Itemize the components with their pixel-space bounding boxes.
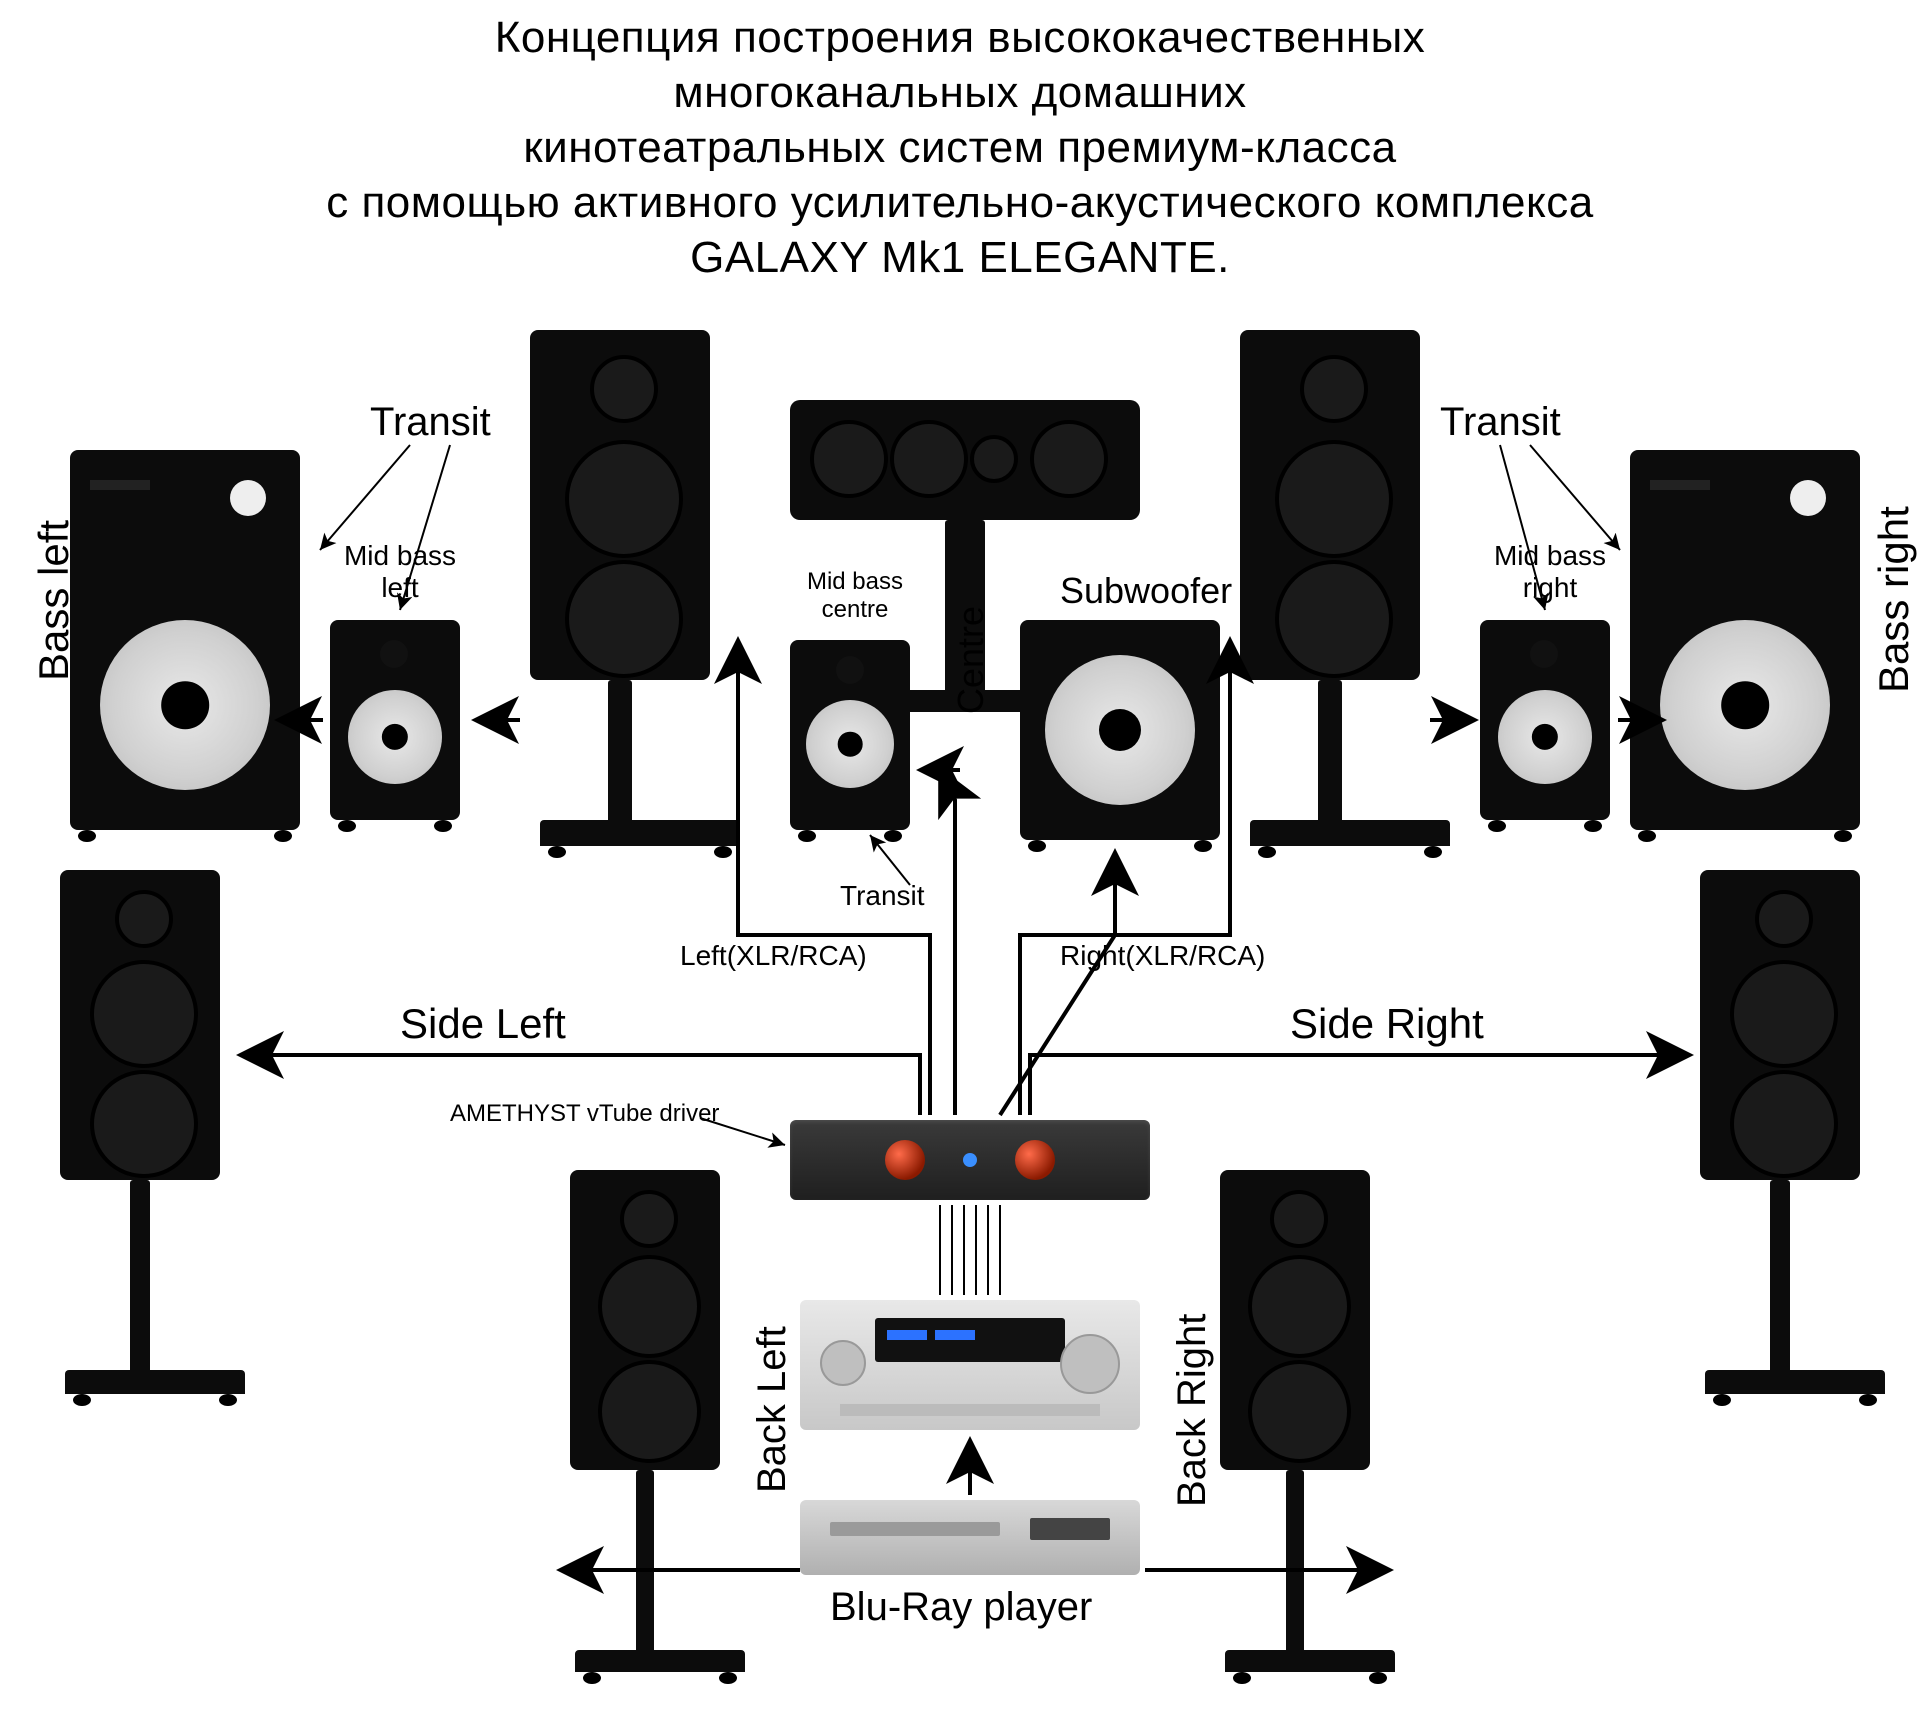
- midbass-centre-speaker: [790, 640, 910, 830]
- centre-label: Centre: [950, 570, 992, 750]
- bass-right-label: Bass right: [1870, 470, 1918, 730]
- amethyst-driver: [790, 1120, 1150, 1200]
- front-right-speaker: [1240, 330, 1420, 680]
- amethyst-label: AMETHYST vTube driver: [450, 1100, 719, 1128]
- midbass-left-speaker: [330, 620, 460, 820]
- title-line: с помощью активного усилительно-акустиче…: [0, 175, 1920, 230]
- bass-left-speaker: [70, 450, 300, 830]
- back-left-speaker: [570, 1170, 720, 1470]
- back-right-label: Back Right: [1170, 1280, 1215, 1540]
- av-receiver: [800, 1300, 1140, 1430]
- side-left-speaker: [60, 870, 220, 1180]
- centre-speaker: [790, 400, 1140, 520]
- transit-left-label: Transit: [370, 400, 491, 445]
- left-xlr-label: Left(XLR/RCA): [680, 940, 867, 972]
- title-line: кинотеатральных систем премиум-класса: [0, 120, 1920, 175]
- bluray-player: [800, 1500, 1140, 1575]
- side-right-label: Side Right: [1290, 1000, 1484, 1048]
- subwoofer-label: Subwoofer: [1060, 570, 1232, 612]
- side-left-label: Side Left: [400, 1000, 566, 1048]
- right-xlr-label: Right(XLR/RCA): [1060, 940, 1265, 972]
- title-line: GALAXY Mk1 ELEGANTE.: [0, 230, 1920, 285]
- midbass-left-label: Mid bass left: [320, 540, 480, 604]
- title-line: Концепция построения высококачественных: [0, 10, 1920, 65]
- subwoofer-speaker: [1020, 620, 1220, 840]
- side-right-speaker: [1700, 870, 1860, 1180]
- back-right-speaker: [1220, 1170, 1370, 1470]
- page-title: Концепция построения высококачественных …: [0, 10, 1920, 285]
- bass-left-label: Bass left: [30, 470, 78, 730]
- title-line: многоканальных домашних: [0, 65, 1920, 120]
- bluray-label: Blu-Ray player: [830, 1585, 1092, 1630]
- diagram-stage: Концепция построения высококачественных …: [0, 0, 1920, 1718]
- midbass-centre-label: Mid bass centre: [790, 568, 920, 624]
- front-left-speaker: [530, 330, 710, 680]
- bass-right-speaker: [1630, 450, 1860, 830]
- transit-centre-label: Transit: [840, 880, 925, 912]
- midbass-right-speaker: [1480, 620, 1610, 820]
- back-left-label: Back Left: [750, 1280, 795, 1540]
- transit-right-label: Transit: [1440, 400, 1561, 445]
- midbass-right-label: Mid bass right: [1470, 540, 1630, 604]
